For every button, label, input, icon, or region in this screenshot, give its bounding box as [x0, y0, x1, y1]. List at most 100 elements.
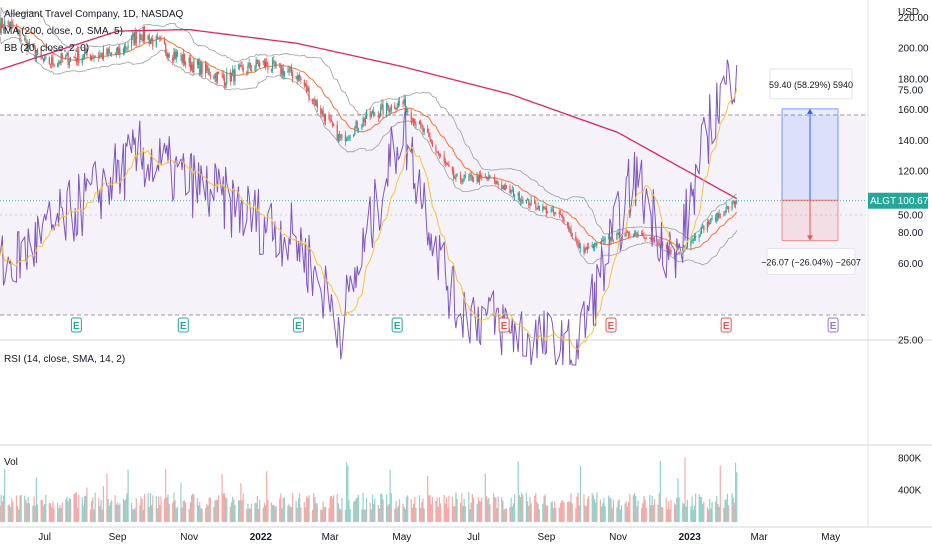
volume-bar: [415, 507, 417, 522]
volume-bar: [362, 492, 364, 522]
candle-body: [629, 235, 631, 237]
candle-body: [637, 233, 639, 236]
volume-bar: [632, 495, 634, 522]
rsi-legend[interactable]: RSI (14, close, SMA, 14, 2): [4, 354, 126, 365]
moving-average-200: [0, 28, 866, 202]
candle-body: [584, 248, 586, 253]
volume-bar: [9, 507, 12, 522]
volume-bar: [455, 492, 457, 522]
candle-body: [471, 176, 473, 182]
candle-body: [448, 164, 450, 167]
volume-bar: [131, 502, 133, 522]
candle-body: [180, 55, 182, 57]
volume-bar: [85, 495, 87, 522]
candle-body: [324, 114, 327, 121]
candle-body: [364, 118, 367, 123]
candle-body: [693, 235, 696, 240]
candle-body: [461, 179, 463, 183]
volume-bar: [586, 498, 589, 522]
candle-body: [593, 243, 596, 249]
candle-body: [321, 110, 323, 114]
volume-bar: [25, 500, 27, 522]
volume-bar: [601, 506, 603, 522]
candle-body: [709, 222, 711, 225]
candle-body: [308, 88, 310, 100]
candle-body: [299, 75, 301, 79]
candle-body: [377, 114, 379, 118]
earnings-marker-label: E: [180, 321, 187, 332]
candle-body: [239, 65, 241, 68]
candle-body: [649, 237, 651, 239]
volume-bar: [61, 502, 63, 522]
candle-body: [691, 239, 693, 242]
volume-bar: [348, 500, 350, 522]
volume-bar: [60, 507, 62, 522]
volume-bar: [566, 502, 569, 522]
earnings-marker: [391, 317, 403, 333]
volume-bar: [488, 497, 490, 522]
candle-body: [131, 35, 133, 46]
volume-bar: [233, 499, 235, 522]
volume-bar: [246, 509, 248, 522]
volume-bar: [390, 493, 392, 522]
volume-bar: [585, 506, 587, 522]
volume-bar: [86, 487, 88, 522]
volume-bar: [142, 509, 144, 522]
volume-bar: [570, 492, 572, 522]
candle-body: [241, 65, 243, 68]
volume-bar: [338, 508, 341, 522]
candle-body: [398, 101, 401, 103]
earnings-marker-label: E: [608, 321, 615, 332]
volume-bar: [349, 508, 351, 522]
candle-body: [675, 254, 677, 257]
volume-bar: [477, 497, 479, 522]
volume-bar: [659, 460, 661, 522]
volume-bar: [119, 503, 121, 522]
volume-legend[interactable]: Vol: [4, 457, 18, 468]
candle-body: [20, 39, 22, 41]
candle-body: [395, 109, 397, 110]
candle-body: [725, 207, 727, 213]
volume-bar: [240, 483, 242, 522]
volume-bar: [287, 505, 289, 522]
candle-body: [566, 222, 569, 225]
volume-bar: [216, 500, 218, 522]
candle-body: [488, 175, 490, 180]
candle-body: [588, 246, 590, 248]
volume-bar: [700, 497, 703, 522]
volume-bar: [407, 495, 409, 522]
candle-body: [185, 63, 187, 65]
candle-body: [636, 232, 638, 236]
ma-legend[interactable]: MA (200, close, 0, SMA, 5): [4, 26, 123, 37]
volume-bar: [544, 494, 546, 522]
candle-body: [26, 39, 28, 52]
volume-bar: [282, 497, 284, 522]
candle-body: [215, 73, 217, 82]
volume-bar: [602, 503, 604, 522]
volume-bar: [149, 492, 152, 522]
volume-bar: [618, 499, 620, 522]
candle-body: [119, 48, 121, 55]
candle-body: [363, 118, 365, 123]
volume-bar: [273, 504, 275, 522]
candle-body: [139, 34, 141, 43]
price-tick-label: 120.00: [898, 167, 929, 178]
volume-bar: [495, 497, 497, 522]
volume-bar: [534, 495, 536, 522]
volume-bar: [306, 496, 308, 522]
candle-body: [85, 49, 87, 54]
volume-bar: [609, 497, 611, 522]
candle-body: [361, 124, 363, 129]
symbol-label: ALGT: [870, 196, 896, 207]
candle-body: [27, 42, 29, 52]
volume-bar: [710, 508, 712, 522]
candle-body: [468, 176, 470, 178]
volume-bar: [414, 496, 416, 522]
volume-bar: [156, 507, 159, 522]
candle-body: [68, 61, 70, 65]
candle-body: [66, 53, 68, 56]
candle-body: [662, 243, 664, 246]
bb-legend[interactable]: BB (20, close, 2, 0): [4, 43, 90, 54]
